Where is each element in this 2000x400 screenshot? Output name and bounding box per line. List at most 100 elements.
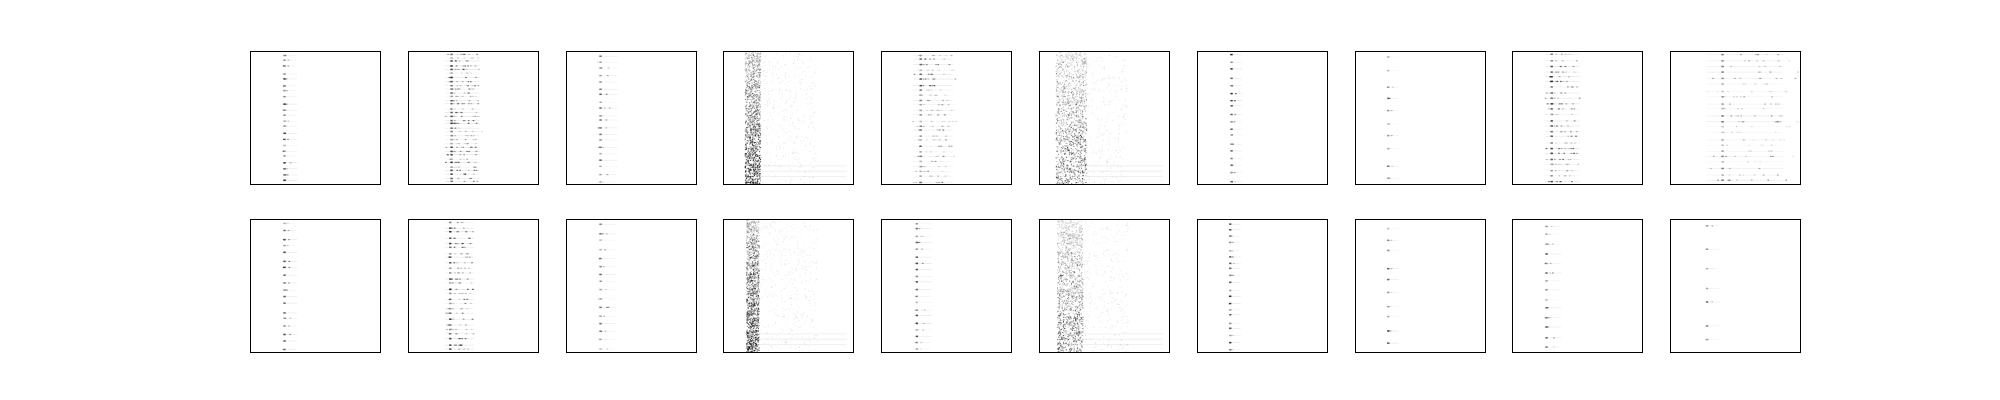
heatmap-cell	[745, 56, 747, 58]
heatmap-cell	[746, 159, 748, 161]
heatmap-cell	[757, 75, 759, 77]
heatmap-cell	[805, 171, 807, 173]
heatmap-cell	[790, 181, 792, 183]
heatmap-cell	[747, 112, 749, 114]
heatmap-cell	[747, 96, 749, 98]
heatmap-cell	[1086, 172, 1088, 174]
heatmap-cell	[746, 68, 748, 70]
heatmap-cell	[1098, 127, 1100, 129]
heatmap-cell	[750, 115, 752, 117]
heatmap-cell	[752, 97, 754, 99]
heatmap-cell	[764, 119, 766, 121]
heatmap-cell	[751, 86, 753, 88]
heatmap-dot	[1742, 139, 1745, 141]
heatmap-dot	[1770, 150, 1773, 152]
heatmap-dot	[1555, 170, 1557, 172]
heatmap-cell	[1056, 119, 1058, 121]
heatmap-cell	[1070, 100, 1072, 102]
heatmap-cell	[1080, 89, 1082, 91]
heatmap-cell	[1064, 101, 1066, 103]
heatmap-cell	[1111, 62, 1113, 64]
heatmap-dot	[934, 78, 936, 80]
heatmap-cell	[1084, 57, 1086, 59]
heatmap-cell	[1059, 91, 1061, 93]
heatmap-cell	[746, 52, 748, 54]
heatmap-cell	[1110, 167, 1112, 169]
heatmap-dot	[1729, 174, 1731, 176]
heatmap-dot	[1737, 131, 1740, 133]
heatmap-cell	[752, 62, 754, 64]
heatmap-cell	[1063, 148, 1065, 150]
heatmap-cell	[1062, 56, 1064, 58]
heatmap-dot	[1553, 125, 1556, 127]
heatmap-cell	[754, 178, 756, 180]
heatmap-cell	[759, 94, 761, 96]
heatmap-cell	[1061, 130, 1063, 132]
heatmap-dot	[1721, 150, 1724, 152]
heatmap-dot	[453, 166, 455, 168]
heatmap-cell	[1077, 70, 1079, 72]
heatmap-cell	[1096, 152, 1098, 154]
heatmap-cell	[800, 178, 802, 180]
heatmap-dot	[936, 109, 939, 111]
heatmap-dot	[1550, 75, 1554, 78]
heatmap-cell	[748, 78, 750, 80]
heatmap-cell	[1086, 143, 1088, 145]
heatmap-cell	[750, 55, 752, 57]
heatmap-cell	[1066, 160, 1068, 162]
heatmap-cell	[1082, 178, 1084, 180]
heatmap-cell	[1073, 165, 1075, 167]
heatmap-cell	[809, 102, 811, 104]
heatmap-cell	[1106, 163, 1108, 165]
heatmap-cell	[766, 54, 768, 56]
heatmap-row-streak	[1545, 170, 1581, 171]
heatmap-cell	[754, 69, 756, 71]
heatmap-dot	[599, 101, 602, 103]
heatmap-row-streak	[1706, 60, 1784, 62]
heatmap-row-streak	[1545, 71, 1581, 73]
heatmap-cell	[752, 65, 754, 67]
heatmap-cell	[745, 120, 747, 122]
heatmap-cell	[800, 66, 802, 68]
heatmap-dot	[919, 170, 923, 173]
heatmap-cell	[1067, 54, 1069, 56]
heatmap-dot	[1569, 158, 1572, 161]
heatmap-dot	[460, 253, 463, 255]
heatmap-cell	[1111, 176, 1113, 178]
heatmap-cell	[1072, 175, 1074, 177]
heatmap-dot	[1550, 65, 1554, 68]
heatmap-cell	[1067, 113, 1069, 115]
heatmap-dot	[1733, 96, 1735, 98]
heatmap-cell	[1068, 114, 1070, 116]
heatmap-cell	[1075, 53, 1077, 55]
heatmap-cell	[1059, 129, 1061, 131]
heatmap-dot	[1729, 103, 1731, 105]
heatmap-cell	[1058, 182, 1060, 184]
heatmap-cell	[1126, 105, 1128, 107]
heatmap-cell	[786, 53, 788, 55]
heatmap-cell	[750, 121, 752, 123]
heatmap-cell	[755, 173, 757, 175]
heatmap-cell	[786, 89, 788, 91]
heatmap-dot	[1232, 143, 1234, 145]
heatmap-dot	[918, 139, 920, 141]
heatmap-cell	[1111, 111, 1113, 113]
heatmap-cell	[751, 153, 753, 155]
heatmap-dot	[1559, 158, 1562, 161]
heatmap-cell	[745, 76, 747, 78]
heatmap-cell	[1057, 79, 1059, 81]
heatmap-cell	[1080, 100, 1082, 102]
heatmap-cell	[758, 59, 760, 61]
heatmap-cell	[1057, 96, 1059, 98]
heatmap-cell	[804, 161, 806, 163]
heatmap-cell	[1072, 144, 1074, 146]
heatmap-cell	[760, 158, 762, 160]
heatmap-cell	[749, 165, 751, 167]
heatmap-cell	[1080, 79, 1082, 81]
heatmap-cell	[745, 92, 747, 94]
heatmap-cell	[1084, 139, 1086, 141]
heatmap-cell	[1085, 74, 1087, 76]
heatmap-cell	[756, 58, 758, 60]
heatmap-cell	[1055, 65, 1057, 67]
heatmap-cell	[1123, 116, 1125, 118]
